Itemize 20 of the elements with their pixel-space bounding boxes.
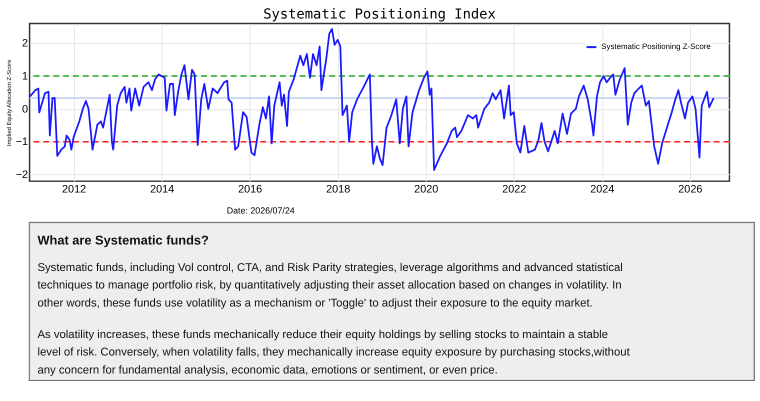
text: Date: 2026/07/24 bbox=[226, 206, 295, 216]
x-tick-label: 2018 bbox=[326, 184, 350, 196]
text: Systematic funds, including Vol control, CTA, and Risk Parity strategies, leverage algorithms and advanced statistical techniques to manage portfolio risk, by quantitatively adjusting their asset allocation based on changes in volatility. In other words, these funds use volatility as a mechanism or 'Toggle' to adjust their exposure to the equity market. bbox=[37, 262, 623, 310]
y-tick-label: 1 bbox=[22, 70, 28, 82]
line-series bbox=[29, 28, 714, 171]
x-tick-label: 2022 bbox=[502, 184, 526, 196]
x-tick-label: 2026 bbox=[678, 184, 702, 196]
y-tick-label: 2 bbox=[22, 38, 28, 50]
text: As volatility increases, these funds mechanically reduce their equity holdings by selling stocks to maintain a stable level of risk. Conversely, when volatility falls, they mechanically increase equity exposure by purchasing stocks,without any concern for fundamental analysis, economic data, emotions or sentiment, or even price. bbox=[37, 328, 631, 376]
chart-title: Systematic Positioning Index bbox=[263, 6, 496, 23]
x-tick-label: 2016 bbox=[238, 184, 262, 196]
y-tick-label: −1 bbox=[16, 136, 28, 148]
x-tick-label: 2024 bbox=[590, 184, 614, 196]
y-tick-label: 0 bbox=[22, 103, 28, 116]
legend-label: Systematic Positioning Z-Score bbox=[601, 42, 712, 52]
text: What are Systematic funds? bbox=[37, 232, 210, 248]
x-tick-label: 2012 bbox=[62, 184, 86, 196]
y-tick-label: −2 bbox=[16, 169, 28, 182]
x-tick-label: 2014 bbox=[150, 184, 174, 196]
x-tick-label: 2020 bbox=[414, 184, 438, 196]
